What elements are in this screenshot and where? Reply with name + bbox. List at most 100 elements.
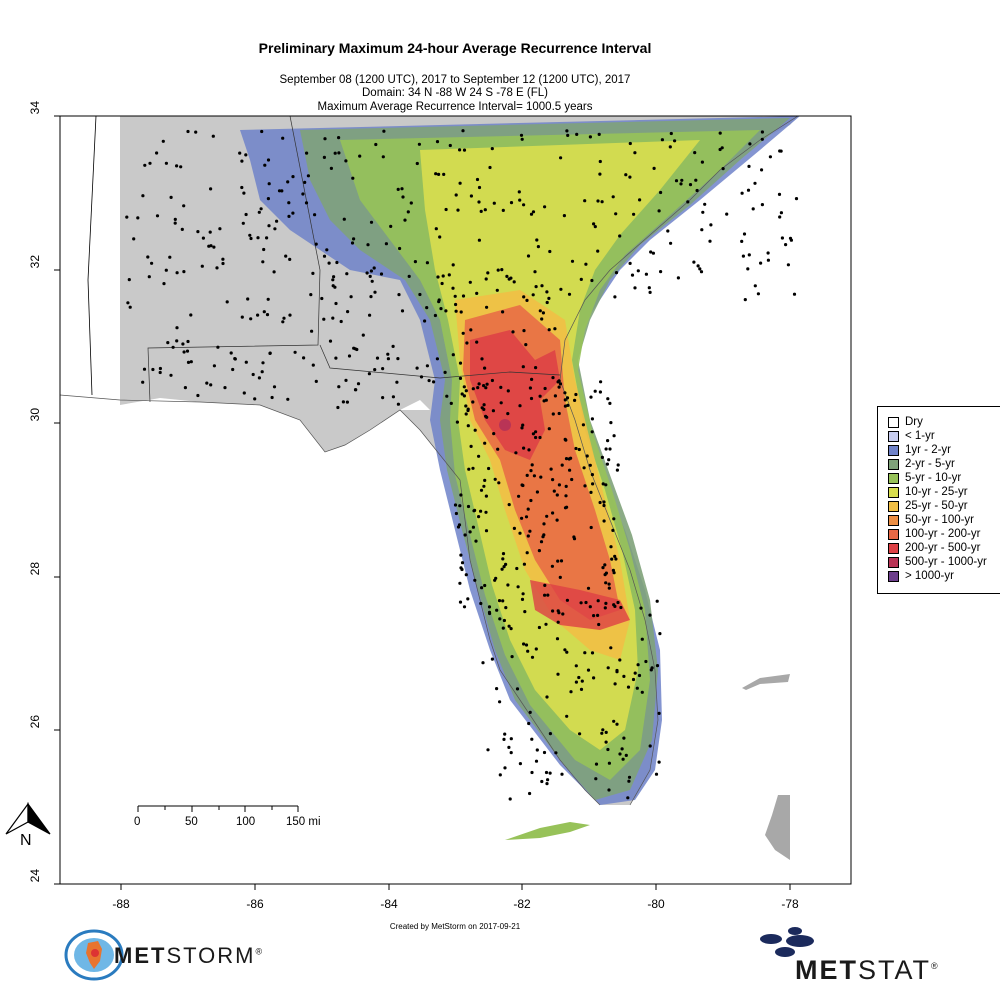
gauge-dot (469, 444, 473, 448)
gauge-dot (529, 469, 533, 473)
gauge-dot (589, 395, 593, 399)
gauge-dot (275, 219, 279, 223)
gauge-dot (493, 477, 497, 481)
gauge-dot (369, 269, 373, 273)
gauge-dot (607, 582, 611, 586)
gauge-dot (607, 586, 611, 590)
legend-item: 2-yr - 5-yr (888, 457, 955, 471)
gauge-dot (395, 380, 399, 384)
logo-right-suffix: STAT (858, 955, 931, 985)
gauge-dot (400, 187, 404, 191)
gauge-dot (696, 264, 700, 268)
gauge-dot (569, 690, 573, 694)
gauge-dot (604, 483, 608, 487)
gauge-dot (616, 463, 620, 467)
legend-item: > 1000-yr (888, 569, 954, 583)
gauge-dot (541, 311, 546, 315)
gauge-dot (249, 317, 253, 321)
gauge-dot (564, 457, 569, 461)
gauge-dot (471, 466, 475, 470)
gauge-dot (218, 227, 222, 231)
legend-swatch (888, 444, 899, 456)
gauge-dot (563, 398, 567, 402)
gauge-dot (291, 175, 295, 179)
gauge-dot (460, 567, 464, 572)
gauge-dot (565, 714, 569, 718)
gauge-dot (606, 666, 610, 670)
gauge-dot (597, 622, 601, 627)
gauge-dot (674, 179, 679, 183)
gauge-dot (626, 685, 631, 689)
gauge-dot (579, 687, 584, 692)
gauge-dot (760, 168, 764, 172)
gauge-dot (179, 165, 183, 169)
gauge-dot (628, 261, 632, 265)
gauge-dot (579, 601, 583, 605)
gauge-dot (441, 274, 445, 278)
gauge-dot (557, 379, 561, 383)
gauge-dot (345, 272, 349, 276)
gauge-dot (669, 131, 673, 136)
gauge-dot (686, 200, 690, 204)
gauge-dot (518, 762, 523, 766)
gauge-dot (499, 385, 503, 389)
gauge-dot (288, 257, 292, 261)
gauge-dot (125, 215, 129, 219)
florida-keys (505, 822, 590, 840)
gauge-dot (180, 227, 184, 231)
gauge-dot (458, 148, 462, 152)
gauge-dot (746, 267, 750, 271)
gauge-dot (155, 151, 159, 155)
gauge-dot (162, 282, 166, 286)
legend-item: 100-yr - 200-yr (888, 527, 980, 541)
gauge-dot (604, 571, 609, 575)
y-tick-label: 32 (28, 255, 42, 269)
gauge-dot (522, 203, 526, 207)
gauge-dot (543, 386, 547, 391)
gauge-dot (484, 277, 488, 281)
gauge-dot (435, 140, 440, 144)
legend-item: 1yr - 2-yr (888, 443, 951, 457)
gauge-dot (336, 405, 340, 410)
gauge-dot (596, 613, 600, 618)
gauge-dot (483, 478, 487, 482)
state-boundary (87, 116, 97, 396)
x-tick-label: -78 (781, 897, 799, 911)
gauge-dot (530, 377, 534, 381)
gauge-dot (612, 719, 616, 723)
gauge-dot (311, 271, 315, 275)
gauge-dot (556, 620, 560, 624)
gauge-dot (633, 671, 637, 675)
gauge-dot (589, 490, 593, 494)
gauge-dot (541, 535, 545, 539)
gauge-dot (471, 387, 475, 391)
gauge-dot (609, 545, 613, 549)
gauge-dot (635, 686, 639, 690)
gauge-dot (229, 351, 233, 355)
gauge-dot (553, 394, 558, 398)
gauge-dot (530, 463, 534, 467)
ari-200-500-south (530, 580, 630, 630)
gauge-dot (209, 187, 213, 191)
gauge-dot (267, 182, 271, 186)
gauge-dot (537, 625, 542, 630)
gauge-dot (588, 135, 593, 139)
gauge-dot (649, 668, 653, 672)
gauge-dot (483, 583, 487, 588)
gauge-dot (568, 468, 572, 472)
gauge-dot (657, 209, 661, 213)
gauge-dot (560, 772, 564, 776)
gauge-dot (530, 737, 534, 741)
gauge-dot (481, 661, 485, 665)
gauge-dot (262, 310, 266, 314)
gauge-dot (314, 242, 318, 246)
gauge-dot (248, 233, 252, 237)
gauge-dot (604, 740, 608, 744)
gauge-dot (501, 626, 505, 630)
gauge-dot (648, 290, 652, 294)
gauge-dot (341, 400, 345, 404)
gauge-dot (150, 261, 154, 265)
gauge-dot (539, 540, 544, 544)
gauge-dot (538, 309, 542, 313)
gauge-dot (530, 655, 535, 659)
